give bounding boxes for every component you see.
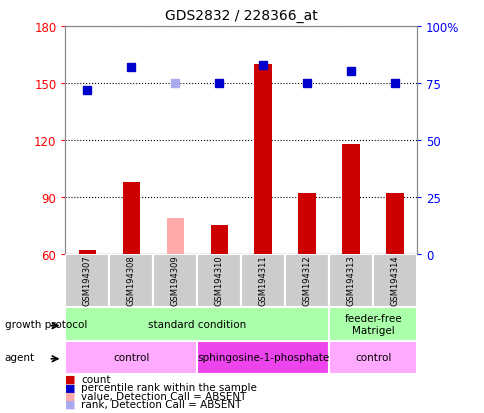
Bar: [386, 193, 403, 254]
Text: ■: ■: [65, 399, 76, 409]
Bar: [65, 341, 197, 374]
Bar: [329, 254, 372, 308]
Bar: [197, 254, 241, 308]
Bar: [298, 193, 316, 254]
Bar: [372, 254, 416, 308]
Text: GSM194307: GSM194307: [83, 254, 92, 305]
Text: GSM194313: GSM194313: [346, 254, 355, 305]
Text: ■: ■: [65, 391, 76, 401]
Bar: [78, 250, 96, 254]
Title: GDS2832 / 228366_at: GDS2832 / 228366_at: [165, 9, 317, 23]
Bar: [329, 341, 416, 374]
Text: control: control: [113, 352, 149, 362]
Text: GSM194308: GSM194308: [127, 254, 136, 305]
Bar: [109, 254, 153, 308]
Text: rank, Detection Call = ABSENT: rank, Detection Call = ABSENT: [81, 399, 242, 409]
Text: GSM194314: GSM194314: [390, 254, 399, 305]
Text: growth protocol: growth protocol: [5, 319, 87, 329]
Text: GSM194310: GSM194310: [214, 254, 223, 305]
Bar: [342, 144, 359, 254]
Bar: [65, 308, 329, 341]
Text: sphingosine-1-phosphate: sphingosine-1-phosphate: [197, 352, 329, 362]
Text: count: count: [81, 374, 111, 384]
Bar: [197, 341, 329, 374]
Text: control: control: [354, 352, 391, 362]
Bar: [122, 182, 140, 254]
Bar: [210, 225, 227, 254]
Text: GSM194312: GSM194312: [302, 254, 311, 305]
Text: ■: ■: [65, 374, 76, 384]
Text: GSM194311: GSM194311: [258, 254, 267, 305]
Text: GSM194309: GSM194309: [170, 254, 180, 305]
Text: standard condition: standard condition: [148, 319, 246, 329]
Bar: [254, 65, 272, 254]
Text: ■: ■: [65, 382, 76, 392]
Bar: [153, 254, 197, 308]
Bar: [241, 254, 285, 308]
Bar: [285, 254, 329, 308]
Bar: [329, 308, 416, 341]
Bar: [65, 254, 109, 308]
Text: feeder-free
Matrigel: feeder-free Matrigel: [344, 313, 401, 335]
Text: percentile rank within the sample: percentile rank within the sample: [81, 382, 257, 392]
Text: agent: agent: [5, 352, 35, 362]
Bar: [166, 218, 184, 254]
Text: value, Detection Call = ABSENT: value, Detection Call = ABSENT: [81, 391, 246, 401]
